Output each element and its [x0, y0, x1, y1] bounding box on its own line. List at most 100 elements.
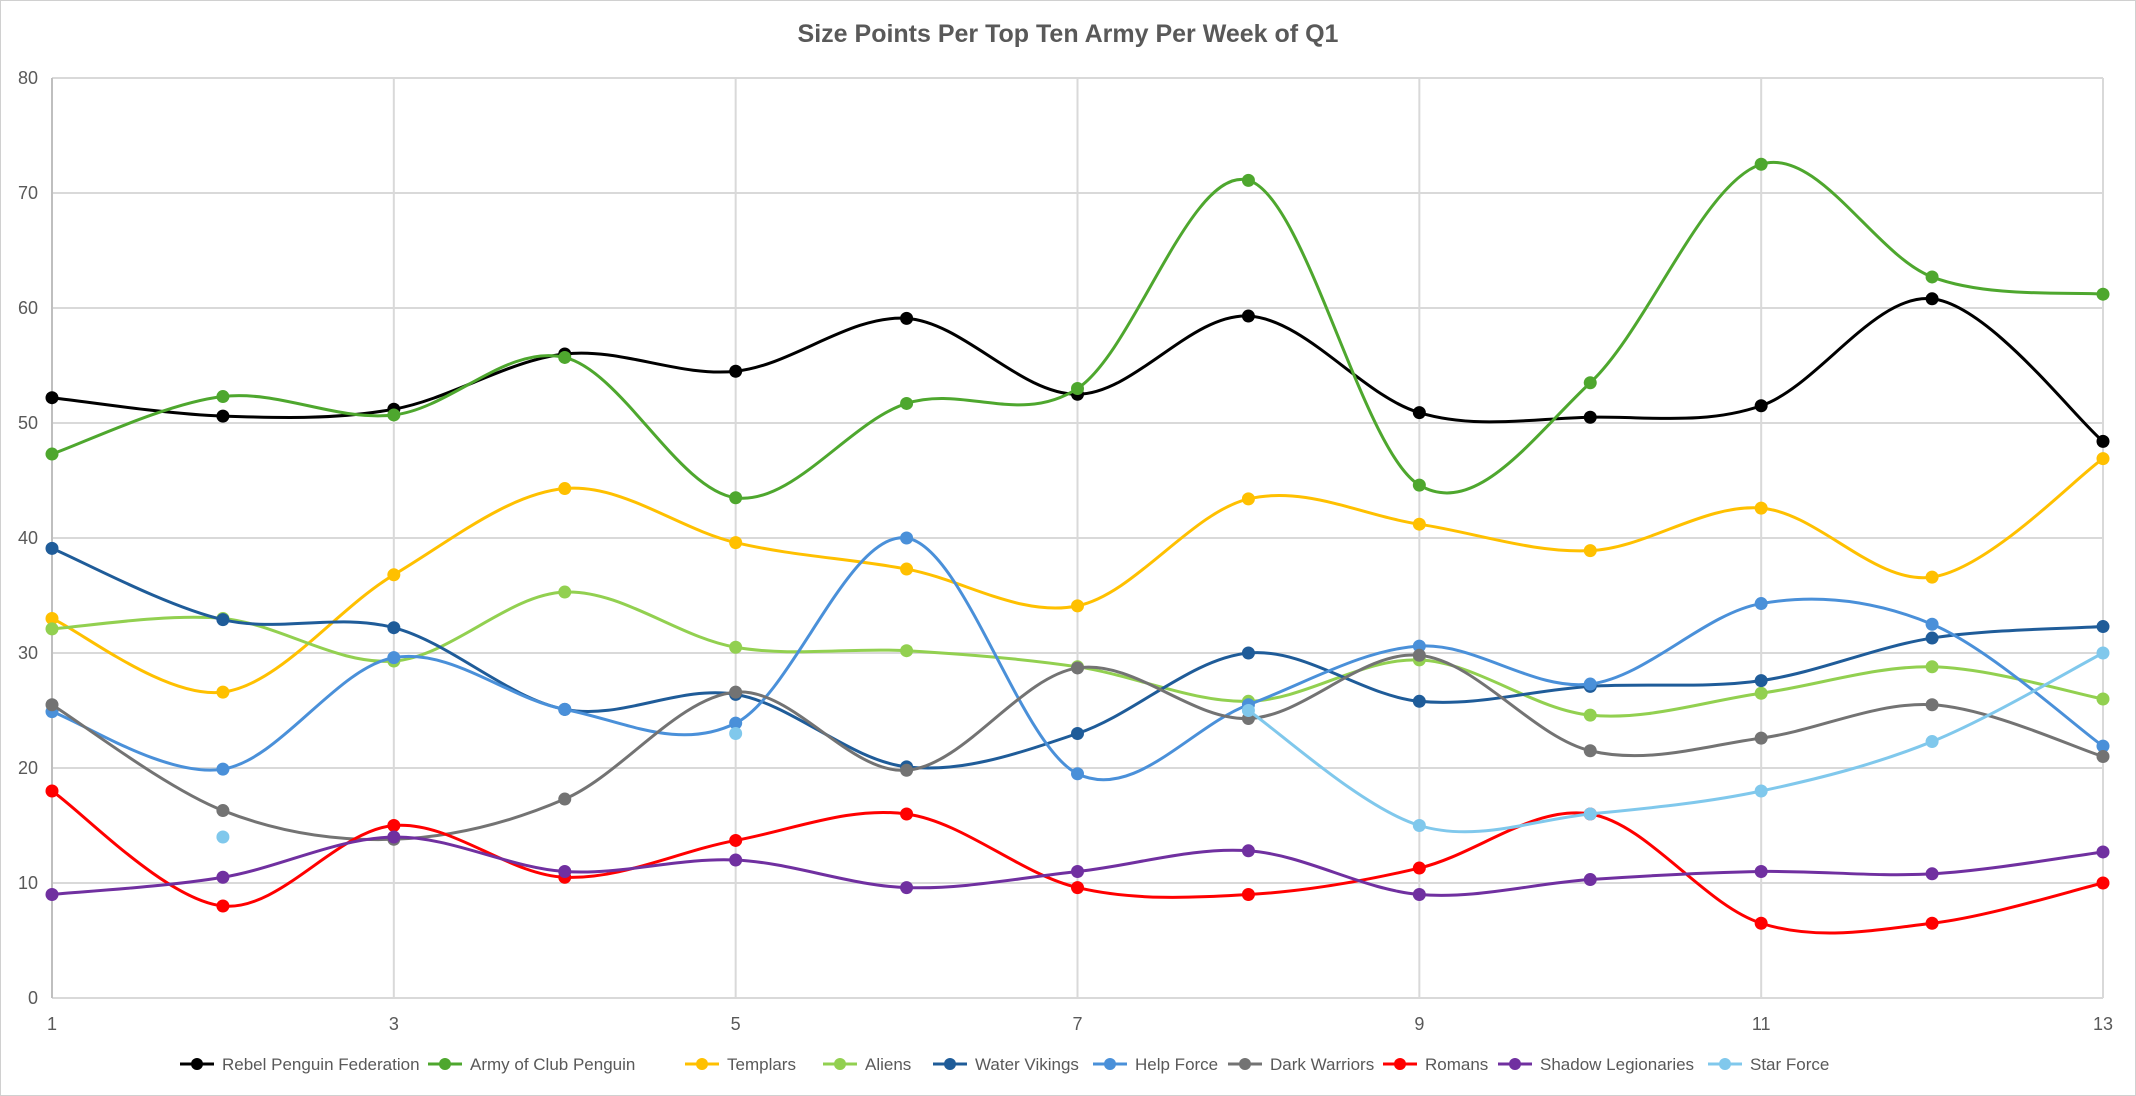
data-point — [1754, 731, 1768, 745]
data-point — [1412, 861, 1426, 875]
x-tick-label: 3 — [389, 1014, 399, 1034]
legend-swatch-marker — [439, 1058, 451, 1070]
data-point — [1241, 309, 1255, 323]
data-point — [1583, 544, 1597, 558]
data-point — [1754, 865, 1768, 878]
legend-label: Dark Warriors — [1270, 1055, 1374, 1074]
data-point — [45, 698, 59, 712]
data-point — [1583, 744, 1597, 758]
data-point — [216, 804, 230, 818]
y-tick-label: 10 — [18, 873, 38, 893]
legend-swatch-marker — [1509, 1058, 1521, 1070]
data-point — [1925, 916, 1939, 930]
legend-item: Star Force — [1708, 1055, 1829, 1074]
legend-swatch-marker — [1394, 1058, 1406, 1070]
y-tick-label: 80 — [18, 68, 38, 88]
data-point — [1412, 406, 1426, 420]
data-point — [1241, 646, 1255, 660]
x-tick-label: 7 — [1072, 1014, 1082, 1034]
data-point — [216, 899, 230, 913]
data-point — [729, 640, 743, 654]
series-army-of-club-penguin — [45, 157, 2110, 505]
legend-swatch-marker — [191, 1058, 203, 1070]
data-point — [1925, 270, 1939, 284]
y-tick-label: 40 — [18, 528, 38, 548]
data-point — [558, 482, 572, 496]
data-point — [2096, 646, 2110, 660]
legend-item: Romans — [1383, 1055, 1488, 1074]
legend-item: Army of Club Penguin — [428, 1055, 635, 1074]
data-point — [45, 784, 59, 798]
legend-item: Help Force — [1093, 1055, 1218, 1074]
data-point — [900, 311, 914, 325]
data-point — [216, 685, 230, 699]
legend-swatch-marker — [944, 1058, 956, 1070]
x-tick-label: 9 — [1414, 1014, 1424, 1034]
data-point — [1241, 844, 1255, 858]
x-axis: 1 3 5 7 9 11 13 — [47, 1014, 2113, 1034]
data-point — [729, 833, 743, 847]
y-tick-label: 60 — [18, 298, 38, 318]
data-point — [1583, 376, 1597, 390]
data-point — [2096, 739, 2110, 753]
data-point — [1583, 708, 1597, 722]
legend-label: Water Vikings — [975, 1055, 1079, 1074]
data-point — [1754, 597, 1768, 611]
data-point — [558, 350, 572, 364]
data-point — [1241, 173, 1255, 187]
data-point — [45, 391, 59, 405]
data-point — [2096, 692, 2110, 706]
data-point — [729, 685, 743, 699]
series-group — [45, 157, 2110, 935]
legend-label: Star Force — [1750, 1055, 1829, 1074]
data-point — [1241, 492, 1255, 506]
data-point — [1925, 617, 1939, 631]
legend-item: Aliens — [823, 1055, 911, 1074]
data-point — [1925, 867, 1939, 881]
legend-label: Army of Club Penguin — [470, 1055, 635, 1074]
y-tick-label: 0 — [28, 988, 38, 1008]
data-point — [729, 853, 743, 867]
y-tick-label: 50 — [18, 413, 38, 433]
data-point — [900, 562, 914, 576]
y-axis: 0 10 20 30 40 50 60 70 80 — [18, 68, 38, 1008]
data-point — [387, 819, 401, 832]
data-point — [1412, 819, 1426, 832]
data-point — [1412, 478, 1426, 492]
data-point — [1071, 661, 1084, 675]
data-point — [1754, 674, 1768, 688]
data-point — [2096, 620, 2110, 634]
legend-swatch-marker — [1104, 1058, 1116, 1070]
data-point — [1754, 157, 1768, 171]
data-point — [1071, 382, 1084, 395]
series-water-vikings — [45, 541, 2110, 774]
data-point — [1412, 517, 1426, 531]
data-point — [2096, 287, 2110, 301]
data-point — [558, 792, 572, 806]
data-point — [1754, 399, 1768, 413]
y-tick-label: 20 — [18, 758, 38, 778]
data-point — [2096, 876, 2110, 890]
data-point — [1412, 694, 1426, 708]
data-point — [1412, 888, 1426, 901]
x-tick-label: 1 — [47, 1014, 57, 1034]
data-point — [216, 830, 230, 844]
data-point — [1412, 648, 1426, 662]
y-tick-label: 30 — [18, 643, 38, 663]
data-point — [558, 702, 572, 716]
x-tick-label: 13 — [2093, 1014, 2113, 1034]
data-point — [45, 447, 59, 461]
legend-swatch-marker — [696, 1058, 708, 1070]
data-point — [558, 585, 572, 599]
legend-item: Water Vikings — [933, 1055, 1079, 1074]
data-point — [1583, 410, 1597, 424]
series-line — [1247, 651, 2104, 834]
data-point — [1925, 292, 1939, 306]
x-tick-label: 11 — [1752, 1014, 1771, 1034]
data-point — [1754, 784, 1768, 798]
legend-label: Romans — [1425, 1055, 1488, 1074]
data-point — [1754, 686, 1768, 700]
legend-label: Templars — [727, 1055, 796, 1074]
data-point — [45, 622, 59, 636]
